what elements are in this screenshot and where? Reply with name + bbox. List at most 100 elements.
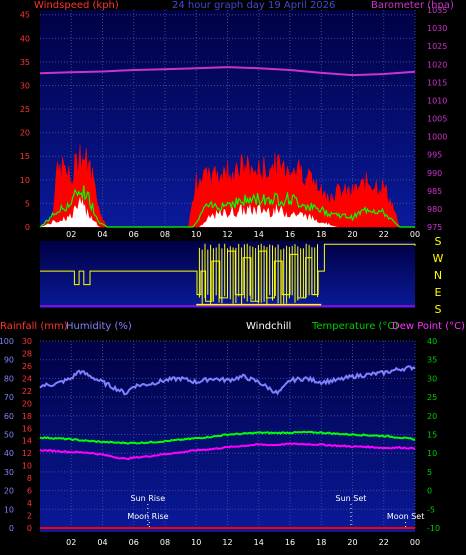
hour-tick-label: 04 xyxy=(97,538,107,547)
temperature-tick-labels: -10 -5 0 5 10 15 20 25 30 35 40 xyxy=(427,337,440,533)
temperature-line xyxy=(39,430,416,445)
windspeed-axis-title: Windspeed (kph) xyxy=(34,0,119,11)
rainfall-tick-label: 0 xyxy=(27,524,32,533)
rainfall-tick-label: 2 xyxy=(27,512,32,521)
compass-tick-label: W xyxy=(433,252,444,265)
windspeed-tick-label: 30 xyxy=(20,81,30,90)
hour-tick-label: 20 xyxy=(347,538,357,547)
barometer-tick-label: 985 xyxy=(427,187,442,196)
direction-series xyxy=(40,243,416,307)
hour-tick-label: 08 xyxy=(160,230,170,239)
sun-rise-label: Sun Rise xyxy=(130,494,165,503)
hour-tick-label: 10 xyxy=(191,538,201,547)
hour-tick-label: 08 xyxy=(160,538,170,547)
temperature-tick-label: 0 xyxy=(427,487,432,496)
hour-tick-label: 22 xyxy=(379,230,389,239)
temperature-tick-label: 10 xyxy=(427,449,437,458)
rainfall-tick-label: 16 xyxy=(22,424,32,433)
hour-tick-label: 02 xyxy=(66,230,76,239)
hour-tick-label: 02 xyxy=(66,538,76,547)
windspeed-tick-label: 45 xyxy=(20,11,30,20)
hour-tick-label: 06 xyxy=(129,538,139,547)
humidity-tick-labels: 0 10 20 30 40 50 60 70 80 90 100 xyxy=(0,337,14,533)
barometer-tick-label: 1035 xyxy=(427,6,447,15)
barometer-line xyxy=(39,66,416,77)
barometer-tick-label: 1030 xyxy=(427,24,447,33)
rainfall-tick-label: 26 xyxy=(22,362,32,371)
moon-rise-label: Moon Rise xyxy=(127,512,168,521)
humidity-tick-label: 10 xyxy=(4,505,14,514)
hour-tick-label: 14 xyxy=(254,538,264,547)
temperature-tick-label: 25 xyxy=(427,393,437,402)
temperature-axis-title: Temperature (°C) xyxy=(311,321,398,332)
barometer-tick-label: 1010 xyxy=(427,96,447,105)
temperature-hour-tick-labels: 02 04 06 08 10 12 14 16 18 20 22 00 xyxy=(66,538,420,547)
windspeed-tick-label: 5 xyxy=(25,199,30,208)
hour-tick-label: 20 xyxy=(347,230,357,239)
compass-tick-label: S xyxy=(435,235,442,248)
humidity-tick-label: 50 xyxy=(4,431,14,440)
wind-series xyxy=(39,66,416,228)
humidity-tick-label: 40 xyxy=(4,449,14,458)
temperature-series xyxy=(39,365,416,529)
compass-tick-label: E xyxy=(435,286,442,299)
humidity-tick-label: 100 xyxy=(0,337,14,346)
windchill-label: Windchill xyxy=(246,321,291,332)
rainfall-tick-label: 6 xyxy=(27,487,32,496)
hour-tick-label: 16 xyxy=(285,230,295,239)
humidity-axis-title: Humidity (%) xyxy=(66,321,132,332)
rainfall-tick-label: 20 xyxy=(22,399,32,408)
barometer-tick-label: 990 xyxy=(427,169,442,178)
windspeed-tick-label: 15 xyxy=(20,152,30,161)
temperature-tick-label: -10 xyxy=(427,524,440,533)
wind-gust-area xyxy=(39,144,415,228)
rainfall-tick-label: 8 xyxy=(27,474,32,483)
humidity-tick-label: 80 xyxy=(4,374,14,383)
windspeed-tick-label: 40 xyxy=(20,34,30,43)
windspeed-tick-label: 10 xyxy=(20,176,30,185)
barometer-tick-labels: 975 980 985 990 995 1000 1005 1010 1015 1020 1025 1… xyxy=(427,6,447,232)
temperature-tick-label: -5 xyxy=(427,505,435,514)
temperature-tick-label: 35 xyxy=(427,356,437,365)
wind-direction-variation xyxy=(198,243,318,305)
hour-tick-label: 00 xyxy=(410,230,420,239)
sun-set-label: Sun Set xyxy=(335,494,366,503)
moon-set-label: Moon Set xyxy=(387,512,424,521)
astronomy-events: Sun Rise Moon Rise Sun Set Moon Set xyxy=(127,494,424,528)
windspeed-tick-label: 35 xyxy=(20,58,30,67)
hour-tick-label: 16 xyxy=(285,538,295,547)
temperature-tick-label: 20 xyxy=(427,412,437,421)
wind-average-line xyxy=(39,185,415,228)
hour-tick-label: 18 xyxy=(316,538,326,547)
rainfall-tick-label: 28 xyxy=(22,349,32,358)
rainfall-tick-label: 30 xyxy=(22,337,32,346)
windspeed-tick-label: 0 xyxy=(25,223,30,232)
barometer-axis-title: Barometer (hpa) xyxy=(371,0,454,11)
dewpoint-line xyxy=(39,442,416,461)
hour-tick-label: 06 xyxy=(129,230,139,239)
compass-tick-label: S xyxy=(435,303,442,316)
barometer-tick-label: 1025 xyxy=(427,42,447,51)
barometer-tick-label: 995 xyxy=(427,151,442,160)
windspeed-tick-labels: 0 5 10 15 20 25 30 35 40 45 xyxy=(20,11,30,232)
barometer-tick-label: 980 xyxy=(427,205,442,214)
windspeed-tick-label: 20 xyxy=(20,129,30,138)
rainfall-axis-title: Rainfall (mm) xyxy=(0,321,68,332)
humidity-tick-label: 90 xyxy=(4,356,14,365)
barometer-tick-label: 1015 xyxy=(427,78,447,87)
compass-tick-label: N xyxy=(434,269,442,282)
barometer-tick-label: 1005 xyxy=(427,115,447,124)
humidity-tick-label: 20 xyxy=(4,487,14,496)
graph-date-title: 24 hour graph day 19 April 2026 xyxy=(172,0,335,11)
rainfall-tick-label: 10 xyxy=(22,462,32,471)
rainfall-tick-label: 22 xyxy=(22,387,32,396)
hour-tick-label: 12 xyxy=(222,538,232,547)
humidity-tick-label: 70 xyxy=(4,393,14,402)
humidity-tick-label: 0 xyxy=(9,524,14,533)
hour-tick-label: 00 xyxy=(410,538,420,547)
temperature-tick-label: 30 xyxy=(427,374,437,383)
dewpoint-axis-title: Dew Point (°C) xyxy=(392,321,465,332)
